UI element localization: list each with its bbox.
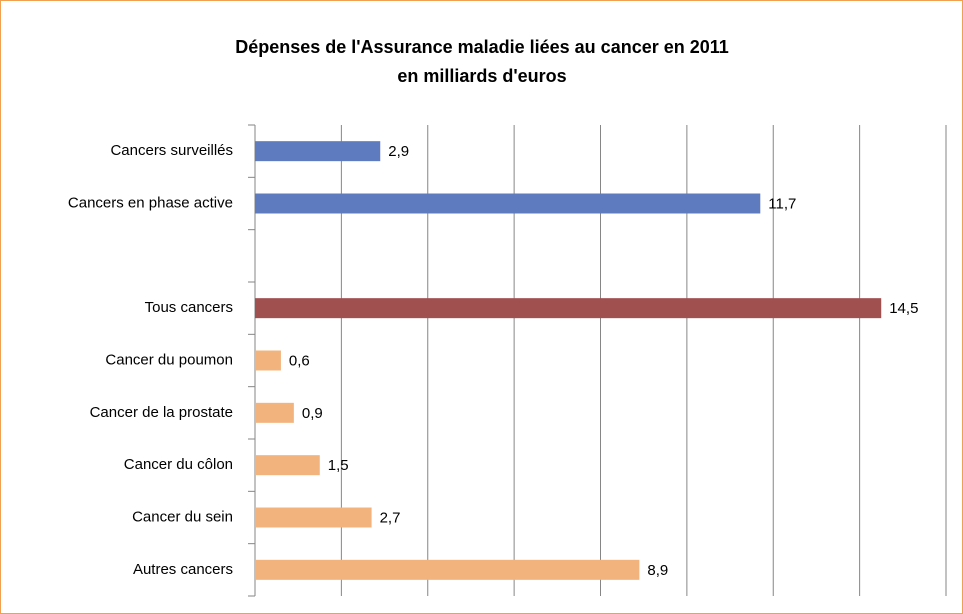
y-tick-label: Cancer du côlon: [124, 456, 233, 473]
data-label: 1,5: [328, 457, 349, 474]
bar: [255, 141, 381, 162]
y-tick-label: Cancers surveillés: [110, 142, 233, 159]
data-label: 0,6: [289, 352, 310, 369]
data-label: 8,9: [647, 562, 668, 579]
bar: [255, 455, 320, 476]
data-label: 11,7: [768, 195, 796, 212]
data-label: 0,9: [302, 405, 323, 422]
y-tick-label: Tous cancers: [145, 299, 233, 316]
chart-title: Dépenses de l'Assurance maladie liées au…: [235, 37, 729, 57]
y-tick-label: Cancer du sein: [132, 508, 233, 525]
y-tick-label: Autres cancers: [133, 561, 233, 578]
bar: [255, 193, 761, 214]
bar: [255, 298, 882, 319]
data-label: 2,9: [388, 143, 409, 160]
y-tick-label: Cancer du poumon: [105, 351, 233, 368]
y-tick-label: Cancers en phase active: [68, 194, 233, 211]
bar: [255, 507, 372, 528]
chart-subtitle: en milliards d'euros: [397, 66, 566, 86]
data-label: 14,5: [889, 300, 918, 317]
bar: [255, 559, 640, 580]
data-label: 2,7: [380, 509, 401, 526]
y-tick-label: Cancer de la prostate: [90, 404, 233, 421]
bar: [255, 350, 281, 371]
bar: [255, 402, 294, 423]
